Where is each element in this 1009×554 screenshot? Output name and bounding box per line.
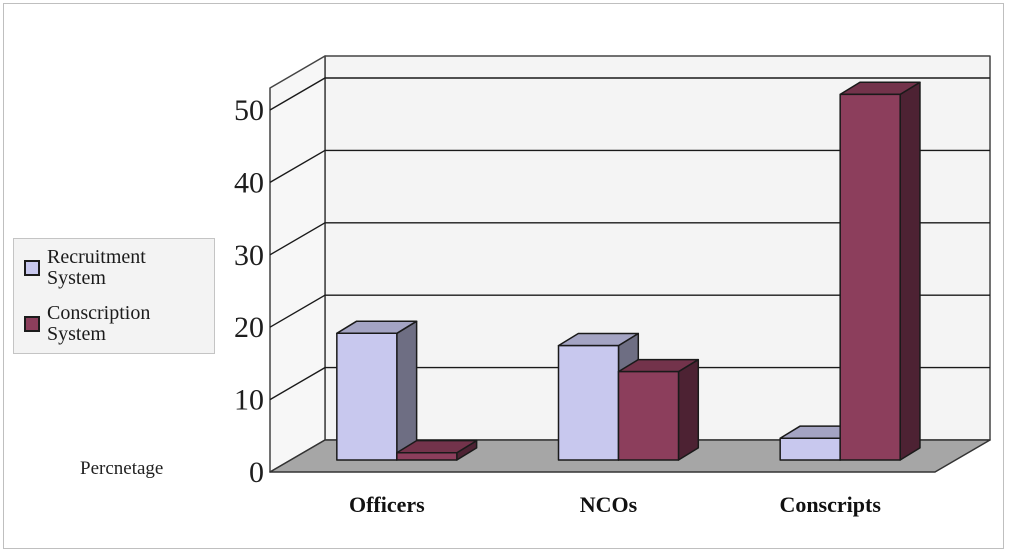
bar-side-recruitment-officers <box>396 320 418 461</box>
x-tick-label: Officers <box>349 492 425 517</box>
bar-recruitment-conscripts <box>779 437 841 461</box>
bar-conscription-conscripts <box>839 93 901 461</box>
bar-conscription-ncos <box>617 370 680 461</box>
legend-label-recruitment: Recruitment System <box>47 246 146 289</box>
bar-conscription-officers <box>396 452 458 461</box>
legend-item-recruitment: Recruitment System <box>24 247 197 289</box>
legend-swatch-conscription <box>24 316 40 332</box>
bar-side-conscription-conscripts <box>899 81 921 461</box>
legend-item-conscription: Conscription System <box>24 303 197 345</box>
gridline <box>269 222 990 256</box>
y-axis-label: Percnetage <box>80 458 163 479</box>
y-tick-label: 50 <box>234 94 264 127</box>
gridline <box>269 149 990 184</box>
gridline <box>269 294 990 328</box>
legend-swatch-recruitment <box>24 260 40 276</box>
y-tick-label: 10 <box>234 384 264 417</box>
bar-recruitment-ncos <box>557 344 620 461</box>
x-tick-label: Conscripts <box>779 492 881 517</box>
y-tick-label: 20 <box>234 311 264 344</box>
gridline <box>269 77 990 111</box>
y-tick-label: 40 <box>234 166 264 199</box>
y-tick-label: 0 <box>249 456 264 489</box>
y-tick-label: 30 <box>234 239 264 272</box>
chart-side-wall <box>269 55 326 473</box>
chart-legend: Recruitment System Conscription System <box>13 238 215 354</box>
bar-recruitment-officers <box>336 332 398 461</box>
bar-side-conscription-ncos <box>677 358 700 461</box>
x-tick-label: NCOs <box>580 492 638 517</box>
gridline <box>269 366 990 401</box>
legend-label-conscription: Conscription System <box>47 302 151 345</box>
